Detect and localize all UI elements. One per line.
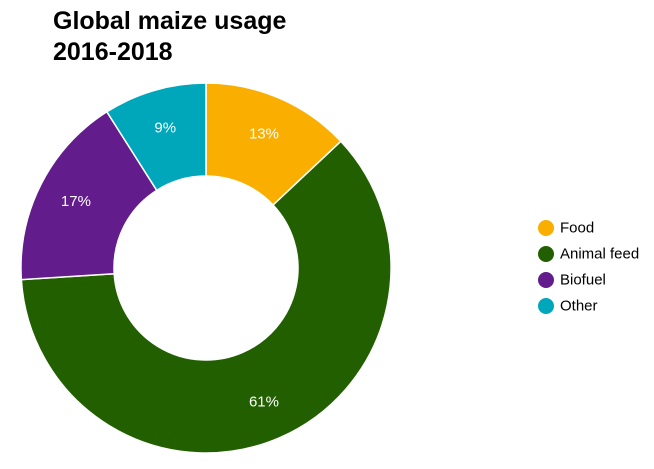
donut-slices: [20, 82, 392, 454]
legend-label-food: Food: [560, 220, 594, 237]
slice-animal-feed: [20, 140, 392, 454]
legend-marker-animal-feed: [538, 246, 554, 262]
chart-title-line-1: Global maize usage: [53, 7, 287, 35]
legend-label-animal-feed: Animal feed: [560, 246, 639, 263]
slice-label-food: 13%: [249, 126, 279, 143]
legend-marker-biofuel: [538, 272, 554, 288]
legend-marker-other: [538, 298, 554, 314]
legend: Food Animal feed Biofuel Other: [538, 220, 639, 315]
slice-label-other: 9%: [154, 119, 176, 136]
slice-labels: 13% 61% 17% 9%: [61, 119, 279, 410]
legend-marker-food: [538, 220, 554, 236]
legend-label-biofuel: Biofuel: [560, 272, 606, 289]
slice-biofuel: [20, 110, 158, 281]
slice-other: [105, 82, 207, 192]
slice-label-biofuel: 17%: [61, 193, 91, 210]
chart-title: Global maize usage 2016-2018: [53, 6, 286, 68]
legend-label-other: Other: [560, 298, 598, 315]
slice-label-animal-feed: 61%: [249, 393, 279, 410]
chart-title-line-2: 2016-2018: [53, 38, 173, 66]
